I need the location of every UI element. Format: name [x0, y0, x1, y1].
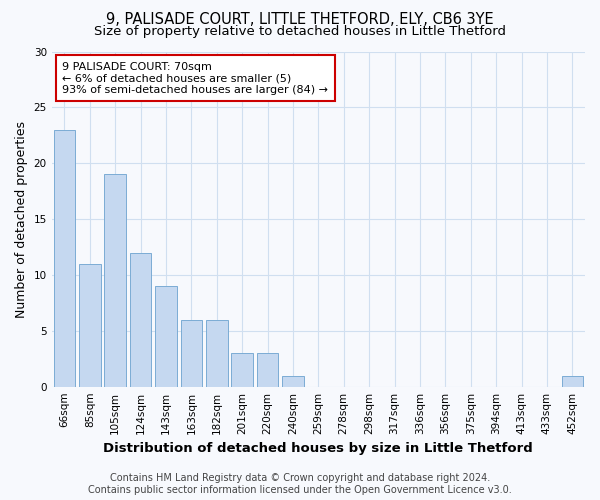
X-axis label: Distribution of detached houses by size in Little Thetford: Distribution of detached houses by size … — [103, 442, 533, 455]
Bar — [79, 264, 101, 386]
Bar — [232, 353, 253, 386]
Bar — [155, 286, 177, 386]
Bar — [104, 174, 126, 386]
Text: 9 PALISADE COURT: 70sqm
← 6% of detached houses are smaller (5)
93% of semi-deta: 9 PALISADE COURT: 70sqm ← 6% of detached… — [62, 62, 328, 95]
Bar — [257, 353, 278, 386]
Y-axis label: Number of detached properties: Number of detached properties — [15, 120, 28, 318]
Text: Contains HM Land Registry data © Crown copyright and database right 2024.
Contai: Contains HM Land Registry data © Crown c… — [88, 474, 512, 495]
Text: 9, PALISADE COURT, LITTLE THETFORD, ELY, CB6 3YE: 9, PALISADE COURT, LITTLE THETFORD, ELY,… — [106, 12, 494, 28]
Bar — [53, 130, 75, 386]
Bar — [206, 320, 227, 386]
Bar — [282, 376, 304, 386]
Bar — [130, 252, 151, 386]
Text: Size of property relative to detached houses in Little Thetford: Size of property relative to detached ho… — [94, 25, 506, 38]
Bar — [181, 320, 202, 386]
Bar — [562, 376, 583, 386]
